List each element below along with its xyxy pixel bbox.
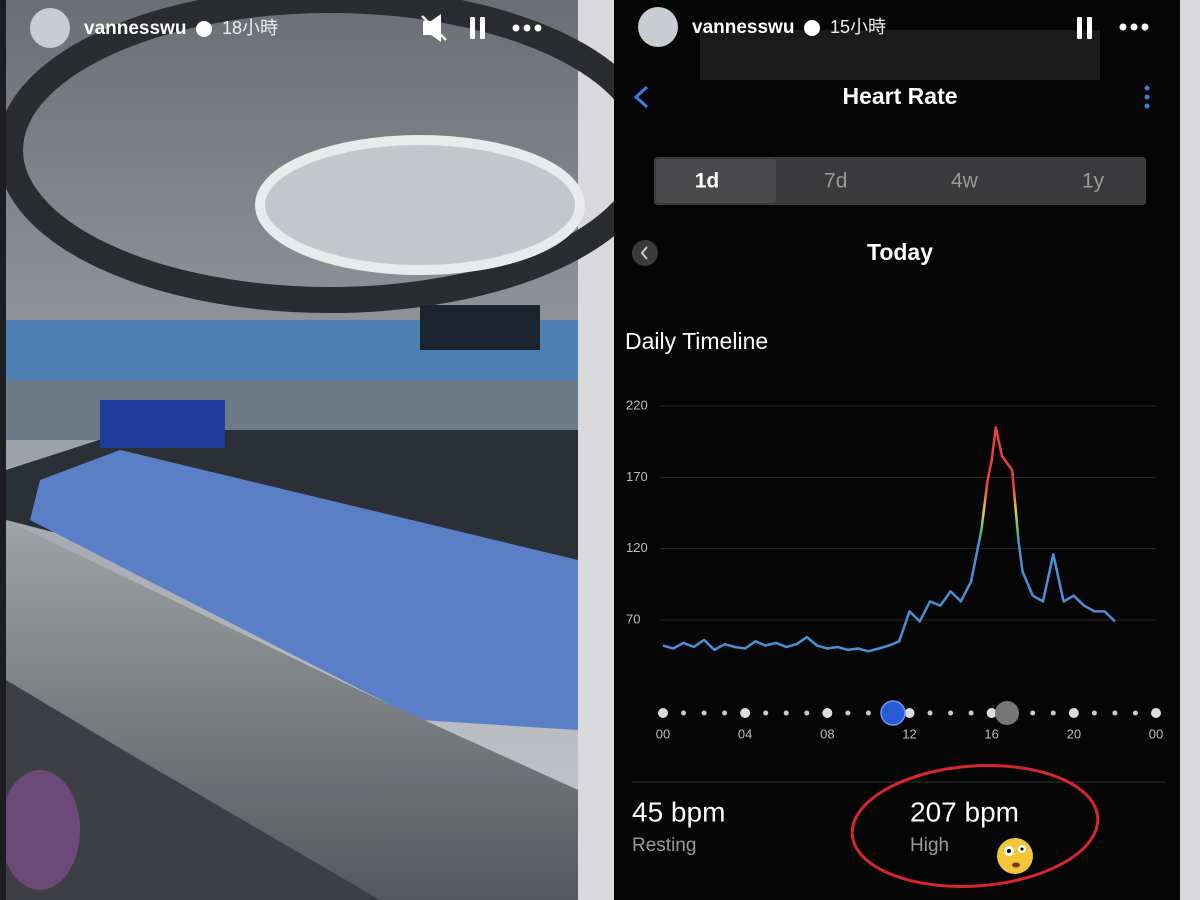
timeline-dot bbox=[1132, 710, 1138, 716]
tab[interactable]: 4w bbox=[951, 170, 979, 193]
blurred-backdrop bbox=[700, 30, 1100, 80]
x-tick-mark bbox=[904, 708, 915, 718]
post-time: 15小時 bbox=[830, 17, 886, 37]
tab-selected bbox=[656, 159, 776, 203]
x-tick-mark bbox=[822, 708, 833, 718]
tab[interactable]: 1d bbox=[695, 170, 720, 193]
timeline-dot bbox=[927, 710, 933, 716]
emoji bbox=[997, 838, 1033, 874]
tab[interactable]: 1y bbox=[1082, 170, 1105, 193]
pause-button[interactable] bbox=[470, 17, 485, 39]
username: vannesswu bbox=[692, 17, 794, 38]
stat-label: High bbox=[910, 835, 949, 856]
phone-screen bbox=[614, 0, 1180, 900]
activity-marker bbox=[995, 701, 1019, 725]
red-circle-annotation bbox=[850, 764, 1100, 888]
x-tick-label: 16 bbox=[984, 726, 998, 741]
x-tick-label: 08 bbox=[820, 726, 834, 741]
timeline-dot bbox=[968, 710, 974, 716]
timeline-dot bbox=[865, 710, 871, 716]
stadium-photo bbox=[0, 0, 663, 900]
page-title: Heart Rate bbox=[842, 83, 957, 109]
back-button[interactable] bbox=[633, 85, 649, 109]
x-tick-label: 20 bbox=[1067, 726, 1081, 741]
post-time: 18小時 bbox=[222, 18, 278, 38]
x-tick-label: 00 bbox=[656, 726, 670, 741]
stat-label: Resting bbox=[632, 835, 696, 856]
x-tick-mark bbox=[658, 708, 668, 718]
menu-button[interactable] bbox=[1144, 85, 1150, 109]
tab[interactable]: 7d bbox=[824, 170, 847, 193]
username: vannesswu bbox=[84, 18, 186, 39]
timeline-dot bbox=[681, 710, 687, 716]
prev-day-button[interactable] bbox=[632, 240, 658, 266]
x-tick-label: 04 bbox=[738, 726, 752, 741]
avatar bbox=[30, 8, 70, 48]
timeline-dot bbox=[1030, 710, 1036, 716]
more-button[interactable] bbox=[1119, 23, 1149, 31]
x-tick-mark bbox=[1151, 708, 1161, 718]
mute-button[interactable] bbox=[421, 14, 447, 42]
x-tick-label: 12 bbox=[902, 726, 916, 741]
timeline-dot bbox=[763, 710, 769, 716]
stat-value: 207 bpm bbox=[910, 796, 1019, 827]
date-label: Today bbox=[867, 239, 933, 265]
timeline-dot bbox=[1112, 710, 1118, 716]
heart-rate-line bbox=[662, 426, 1116, 653]
more-button[interactable] bbox=[512, 24, 542, 32]
x-tick-label: 00 bbox=[1149, 726, 1163, 741]
x-tick-mark bbox=[1068, 708, 1079, 718]
timeline-dot bbox=[845, 710, 851, 716]
y-tick-label: 220 bbox=[626, 397, 648, 412]
tab-bar bbox=[654, 157, 1146, 205]
x-tick-mark bbox=[740, 708, 751, 718]
timeline-dot bbox=[1091, 710, 1097, 716]
timeline-dot bbox=[701, 710, 707, 716]
verified-badge bbox=[804, 20, 820, 36]
timeline-dot bbox=[804, 710, 810, 716]
y-tick-label: 120 bbox=[626, 540, 648, 555]
verified-badge bbox=[196, 21, 212, 37]
sleep-marker bbox=[880, 700, 906, 726]
x-tick-mark bbox=[986, 708, 997, 718]
avatar bbox=[638, 7, 678, 47]
timeline-dot bbox=[722, 710, 728, 716]
stat-value: 45 bpm bbox=[632, 796, 725, 827]
timeline-dot bbox=[1050, 710, 1056, 716]
chart-title: Daily Timeline bbox=[625, 328, 768, 354]
timeline-dot bbox=[948, 710, 954, 716]
pause-button[interactable] bbox=[1077, 17, 1092, 39]
y-tick-label: 70 bbox=[626, 611, 640, 626]
y-tick-label: 170 bbox=[626, 469, 648, 484]
timeline-dot bbox=[783, 710, 789, 716]
